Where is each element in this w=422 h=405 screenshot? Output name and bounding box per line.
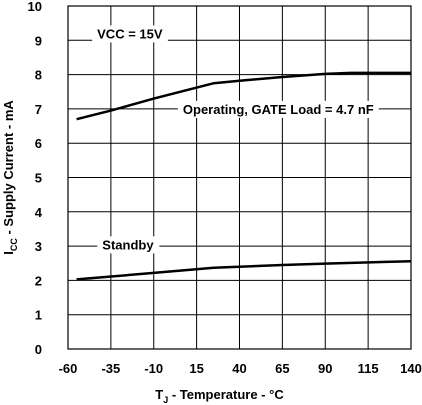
x-tick-label: -60 — [59, 361, 78, 376]
chart-annotation: Operating, GATE Load = 4.7 nF — [183, 102, 374, 117]
x-tick-label: 90 — [318, 361, 332, 376]
y-tick-label: 8 — [35, 68, 42, 83]
series-line-standby — [76, 259, 412, 281]
annotation-background — [97, 236, 160, 254]
chart-annotation: VCC = 15V — [97, 26, 163, 41]
x-tick-label: 65 — [275, 361, 289, 376]
x-tick-label: 115 — [358, 361, 379, 376]
y-tick-labels: 0 1 2 3 4 5 6 7 8 9 10 — [28, 0, 43, 357]
x-tick-label: -35 — [101, 361, 120, 376]
annotations: VCC = 15V Operating, GATE Load = 4.7 nF St… — [97, 26, 374, 252]
y-tick-label: 7 — [35, 102, 42, 117]
x-axis-label: TJ - Temperature - °C — [155, 387, 284, 405]
x-tick-label: 140 — [400, 361, 422, 376]
x-tick-label: 40 — [232, 361, 246, 376]
series-lines — [76, 71, 412, 281]
annotation-background — [92, 25, 168, 43]
x-tick-labels: -60 -35 -10 15 40 65 90 115 140 — [59, 361, 422, 376]
plot-frame — [67, 5, 412, 350]
y-tick-label: 1 — [35, 308, 42, 323]
y-tick-label: 9 — [35, 33, 42, 48]
grid-lines — [67, 5, 412, 350]
series-line-operating — [76, 71, 411, 121]
y-tick-label: 10 — [28, 0, 42, 14]
y-tick-label: 6 — [35, 136, 42, 151]
y-tick-label: 3 — [35, 239, 42, 254]
annotation-background — [177, 100, 379, 118]
x-tick-label: -10 — [144, 361, 163, 376]
y-tick-label: 2 — [35, 273, 42, 288]
y-tick-label: 5 — [35, 171, 42, 186]
y-tick-label: 0 — [35, 342, 42, 357]
chart-annotation: Standby — [102, 237, 154, 252]
y-axis-label: ICC - Supply Current - mA — [1, 100, 19, 255]
x-tick-label: 15 — [189, 361, 203, 376]
y-tick-label: 4 — [35, 205, 43, 220]
annotation-backgrounds — [92, 25, 379, 254]
